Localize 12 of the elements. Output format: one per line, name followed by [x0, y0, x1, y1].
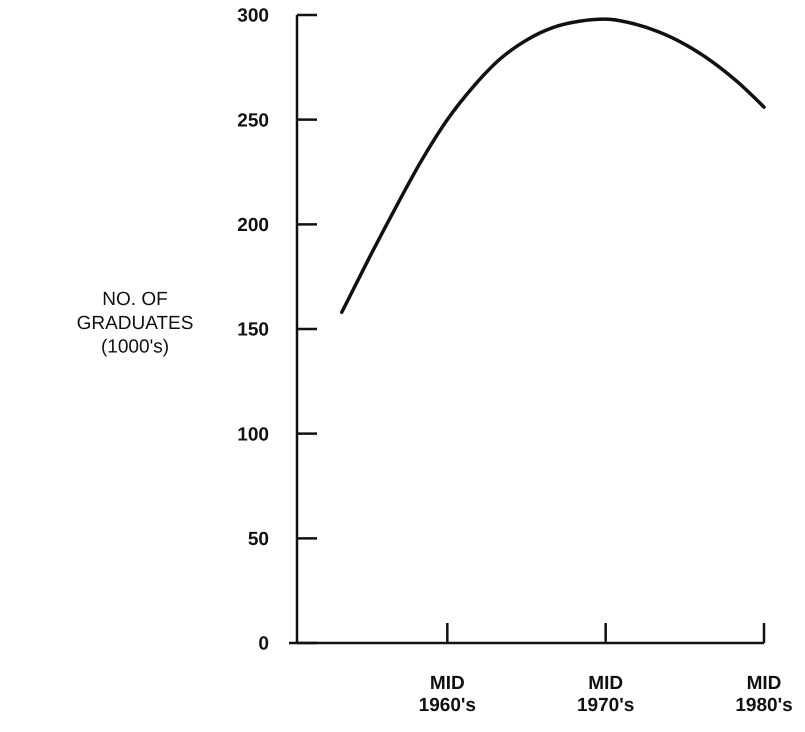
y-tick-label: 0 [258, 634, 269, 655]
x-tick-label: MID 1980's [735, 673, 793, 716]
x-tick-label: MID 1970's [576, 673, 634, 716]
line-series [340, 17, 766, 314]
x-tick-label: MID 1960's [418, 673, 476, 716]
y-tick-label: 250 [237, 110, 269, 132]
y-tick-label: 200 [237, 214, 269, 236]
y-tick-label: 300 [237, 6, 269, 27]
y-tick-label: 100 [237, 424, 269, 446]
y-tick-label: 50 [248, 528, 269, 550]
y-axis-title: NO. OF GRADUATES (1000's) [76, 289, 194, 358]
y-tick-label: 150 [237, 320, 269, 341]
